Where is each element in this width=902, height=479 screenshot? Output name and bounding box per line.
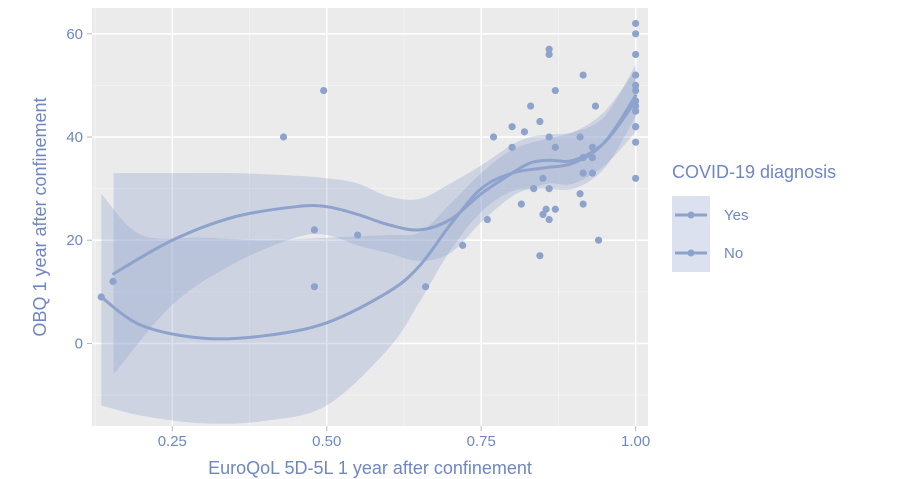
data-point-yes (632, 174, 640, 182)
data-point-no (632, 138, 640, 146)
data-point-no (576, 133, 584, 141)
data-point-yes (632, 19, 640, 28)
data-point-no (310, 283, 318, 291)
data-point-no (632, 86, 640, 95)
data-point-no (551, 143, 559, 151)
smooth-lines (99, 94, 638, 341)
data-point-yes (588, 169, 597, 177)
data-point-yes (551, 86, 559, 95)
y-axis-ticks: 0 20 40 60 (66, 26, 92, 352)
data-point-no (588, 154, 597, 162)
data-point-no (422, 283, 430, 291)
legend-label-no: No (724, 245, 743, 262)
data-point-yes (594, 236, 603, 244)
ci-band-no (101, 69, 636, 424)
x-tick-label: 0.75 (467, 433, 496, 450)
data-point-no (508, 143, 516, 151)
y-tick-label: 60 (66, 26, 83, 43)
data-point-no (545, 215, 553, 224)
data-point-yes (591, 102, 600, 110)
legend-label-yes: Yes (724, 207, 748, 224)
data-point-yes (520, 128, 529, 136)
data-point-yes (551, 205, 559, 213)
plot-panel (92, 8, 648, 426)
data-point-yes (632, 71, 640, 79)
data-point-yes (579, 169, 587, 177)
y-axis-title: OBQ 1 year after confinement (30, 97, 50, 336)
x-tick-label: 0.50 (312, 433, 341, 450)
data-point-no (632, 102, 640, 110)
data-point-yes (539, 174, 547, 182)
data-point-yes (279, 133, 288, 141)
major-gridlines (92, 8, 648, 426)
data-point-yes (588, 143, 597, 151)
data-point-yes (527, 102, 535, 110)
data-point-yes (545, 185, 553, 193)
smooth-line-no (99, 94, 638, 341)
data-point-yes (542, 205, 550, 213)
x-tick-label: 0.25 (158, 433, 187, 450)
data-point-yes (579, 71, 587, 79)
data-point-yes (579, 154, 587, 162)
data-point-yes (517, 200, 525, 208)
data-point-yes (109, 277, 117, 286)
data-point-no (632, 123, 640, 131)
data-point-no (459, 241, 467, 249)
data-point-no (310, 226, 318, 234)
y-tick-label: 40 (66, 129, 83, 146)
data-points (97, 19, 640, 301)
y-tick-label: 20 (66, 232, 83, 249)
data-point-no (579, 200, 587, 208)
y-tick-label: 0 (75, 335, 83, 352)
data-point-yes (632, 107, 640, 115)
data-point-no (545, 133, 553, 141)
data-point-no (97, 293, 105, 301)
data-point-yes (320, 86, 328, 95)
legend-title: COVID-19 diagnosis (672, 162, 836, 182)
data-point-yes (354, 231, 362, 239)
data-point-yes (632, 81, 640, 90)
x-axis-ticks: 0.25 0.50 0.75 1.00 (158, 426, 650, 450)
data-point-yes (536, 117, 544, 126)
x-tick-label: 1.00 (621, 433, 650, 450)
data-point-yes (530, 185, 538, 193)
legend-key-yes-point (687, 211, 695, 219)
legend: COVID-19 diagnosis Yes No (672, 162, 836, 272)
minor-gridlines (92, 8, 648, 426)
data-point-yes (545, 50, 553, 59)
data-point-yes (483, 215, 491, 224)
data-point-yes (632, 97, 640, 105)
data-point-no (536, 252, 544, 260)
data-point-yes (508, 123, 516, 131)
data-point-no (545, 45, 553, 53)
data-point-yes (632, 30, 640, 38)
x-axis-title: EuroQoL 5D-5L 1 year after confinement (208, 458, 532, 478)
data-point-yes (489, 133, 498, 141)
data-point-yes (632, 50, 640, 59)
data-point-no (576, 190, 584, 198)
smooth-line-yes (112, 99, 638, 276)
legend-key-no-point (687, 249, 695, 257)
